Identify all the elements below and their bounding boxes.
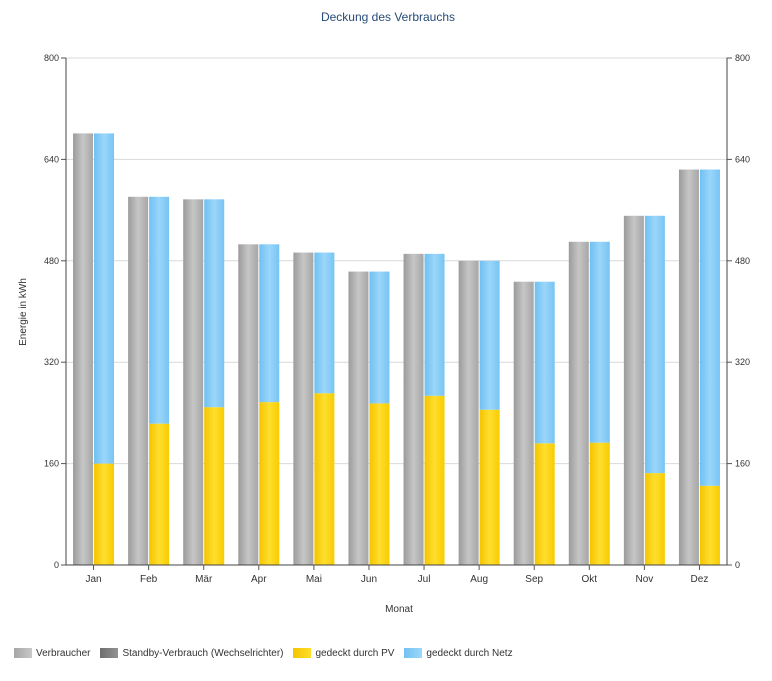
- y-tick-label: 160: [44, 459, 59, 469]
- y-tick-label: 480: [44, 256, 59, 266]
- bar-netz: [149, 196, 170, 424]
- y-tick-label: 640: [44, 154, 59, 164]
- legend-item-verbraucher[interactable]: Verbraucher: [14, 648, 90, 659]
- bar-netz: [369, 271, 390, 404]
- legend-label: gedeckt durch Netz: [426, 647, 513, 659]
- x-tick-label: Sep: [525, 574, 543, 585]
- x-tick-label: Mär: [195, 574, 213, 585]
- y-tick-label-right: 0: [735, 560, 740, 570]
- y-tick-label-right: 800: [735, 53, 750, 63]
- chart-title: Deckung des Verbrauchs: [321, 10, 455, 24]
- bar-verbraucher: [293, 252, 314, 565]
- legend-label: gedeckt durch PV: [315, 647, 395, 659]
- bar-pv: [644, 473, 665, 565]
- legend-swatch-netz: [404, 648, 423, 658]
- legend-swatch-standby: [100, 648, 119, 658]
- y-tick-label: 320: [44, 357, 59, 367]
- bar-verbraucher: [128, 196, 149, 565]
- legend: Verbraucher Standby-Verbrauch (Wechselri…: [14, 645, 523, 661]
- bar-verbraucher: [183, 199, 204, 566]
- bar-verbraucher: [458, 260, 479, 565]
- bar-pv: [424, 395, 445, 565]
- bar-pv: [699, 485, 720, 565]
- bar-pv: [534, 443, 555, 565]
- bar-pv: [369, 403, 390, 565]
- x-tick-label: Nov: [635, 574, 653, 585]
- y-tick-label: 0: [54, 560, 59, 570]
- legend-item-netz[interactable]: gedeckt durch Netz: [404, 647, 513, 659]
- bar-verbraucher: [623, 215, 644, 565]
- bar-verbraucher: [568, 241, 589, 565]
- x-tick-label: Dez: [691, 574, 709, 585]
- bar-netz: [589, 241, 610, 443]
- bar-netz: [699, 169, 720, 486]
- bar-pv: [259, 402, 280, 565]
- bar-verbraucher: [348, 271, 369, 565]
- axes: 0 0 160 160 320 320 480 480 640 640 800 800 Jan Feb Mä…: [44, 53, 750, 585]
- bar-netz: [314, 252, 335, 394]
- bar-netz: [259, 244, 280, 403]
- x-tick-label: Jan: [85, 574, 101, 585]
- y-tick-label-right: 320: [735, 357, 750, 367]
- bar-pv: [589, 442, 610, 565]
- bar-pv: [314, 393, 335, 565]
- y-tick-label-right: 160: [735, 459, 750, 469]
- x-tick-label: Feb: [140, 574, 158, 585]
- x-tick-label: Apr: [251, 574, 267, 585]
- legend-label: Standby-Verbrauch (Wechselrichter): [122, 647, 284, 659]
- bar-pv: [149, 423, 170, 565]
- bar-netz: [534, 281, 555, 444]
- legend-item-standby[interactable]: Standby-Verbrauch (Wechselrichter): [100, 648, 283, 659]
- y-axis-title: Energie in kWh: [18, 278, 29, 346]
- x-tick-label: Okt: [582, 574, 598, 585]
- bar-pv: [94, 463, 115, 565]
- legend-label: Verbraucher: [36, 647, 91, 659]
- bar-netz: [94, 133, 115, 464]
- x-tick-label: Aug: [470, 574, 488, 585]
- y-tick-label-right: 640: [735, 154, 750, 164]
- x-tick-label: Jun: [361, 574, 377, 585]
- bar-verbraucher: [73, 133, 94, 565]
- legend-swatch-verbraucher: [14, 648, 32, 658]
- x-tick-label: Mai: [306, 574, 322, 585]
- bar-pv: [204, 407, 225, 565]
- gridlines: [66, 57, 727, 465]
- bar-verbraucher: [678, 169, 699, 566]
- x-axis-title: Monat: [385, 604, 413, 615]
- y-tick-label: 800: [44, 53, 59, 63]
- bar-verbraucher: [513, 281, 534, 565]
- bar-verbraucher: [403, 253, 424, 566]
- bar-netz: [204, 199, 225, 408]
- bar-netz: [479, 260, 500, 410]
- legend-item-pv[interactable]: gedeckt durch PV: [293, 648, 394, 659]
- bar-netz: [424, 253, 445, 396]
- bar-pv: [479, 409, 500, 565]
- bar-verbraucher: [238, 244, 259, 565]
- bars: [73, 133, 720, 566]
- legend-swatch-pv: [293, 648, 312, 658]
- x-tick-label: Jul: [418, 574, 431, 585]
- y-tick-label-right: 480: [735, 256, 750, 266]
- bar-netz: [644, 215, 665, 474]
